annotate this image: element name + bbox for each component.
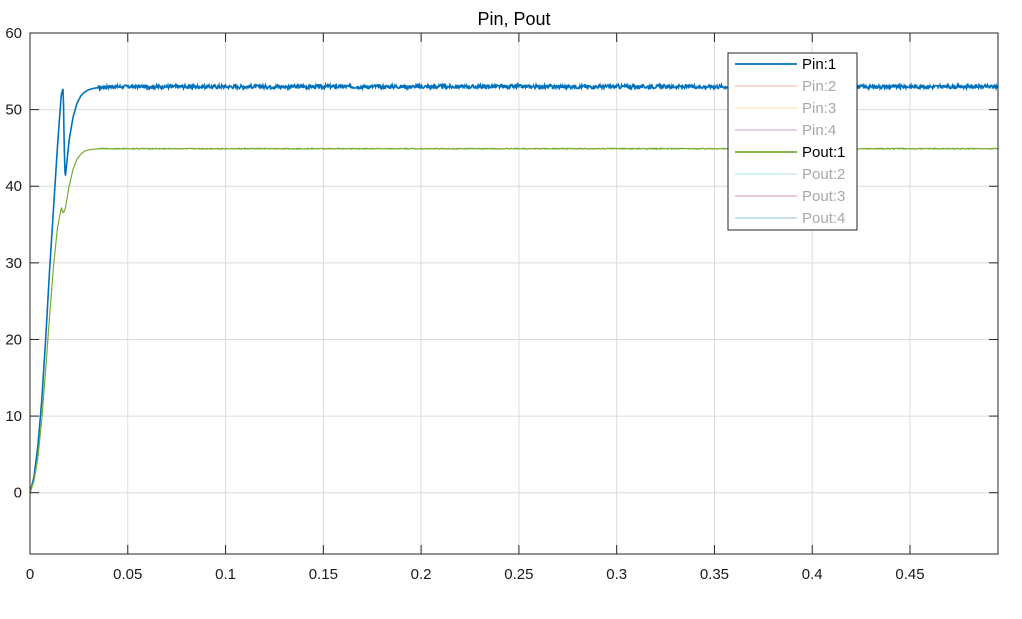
legend-label: Pin:2	[802, 78, 836, 95]
legend-item[interactable]: Pout:3	[735, 188, 845, 205]
legend-item[interactable]: Pout:4	[735, 210, 845, 227]
legend-label: Pin:4	[802, 122, 836, 139]
legend-item[interactable]: Pout:1	[735, 144, 845, 161]
legend-item[interactable]: Pout:2	[735, 166, 845, 183]
x-tick-label: 0.4	[802, 566, 823, 583]
legend-label: Pin:3	[802, 100, 836, 117]
legend-label: Pin:1	[802, 56, 836, 73]
legend-item[interactable]: Pin:3	[735, 100, 836, 117]
x-tick-label: 0.45	[895, 566, 924, 583]
legend-box	[727, 52, 858, 231]
x-tick-label: 0.3	[606, 566, 627, 583]
y-tick-label: 40	[5, 178, 22, 195]
legend-label: Pout:1	[802, 144, 845, 161]
legend-item[interactable]: Pin:2	[735, 78, 836, 95]
x-tick-label: 0.2	[411, 566, 432, 583]
y-tick-label: 60	[5, 25, 22, 42]
x-tick-label: 0.1	[215, 566, 236, 583]
chart-title: Pin, Pout	[477, 9, 550, 29]
legend-label: Pout:3	[802, 188, 845, 205]
legend[interactable]: Pin:1 Pin:2 Pin:3 Pin:4 Pout:1 Pout:2 Pout:3 Po…	[727, 52, 858, 231]
y-tick-label: 10	[5, 408, 22, 425]
x-tick-label: 0.35	[700, 566, 729, 583]
y-tick-label: 50	[5, 102, 22, 119]
x-tick-label: 0.15	[309, 566, 338, 583]
legend-item[interactable]: Pin:1	[735, 56, 836, 73]
y-tick-label: 20	[5, 331, 22, 348]
legend-item[interactable]: Pin:4	[735, 122, 836, 139]
x-tick-label: 0	[26, 566, 34, 583]
x-tick-label: 0.05	[113, 566, 142, 583]
legend-label: Pout:2	[802, 166, 845, 183]
x-tick-label: 0.25	[504, 566, 533, 583]
y-tick-label: 30	[5, 255, 22, 272]
y-tick-label: 0	[14, 485, 22, 502]
axes-box	[29, 32, 999, 555]
legend-label: Pout:4	[802, 210, 845, 227]
